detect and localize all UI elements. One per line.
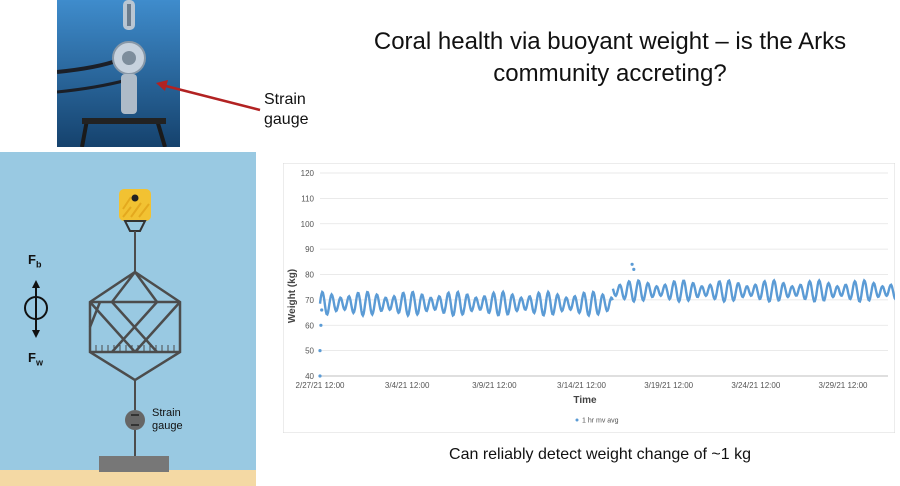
x-axis-ticks: 2/27/21 12:00 3/4/21 12:00 3/9/21 12:00 3/1… <box>296 381 868 390</box>
strain-gauge-diagram-label: Strain gauge <box>152 407 183 432</box>
legend-marker <box>575 418 579 422</box>
y-tick-label: 90 <box>305 245 314 254</box>
callout-arrow <box>156 80 261 112</box>
x-tick-label: 3/29/21 12:00 <box>819 381 868 390</box>
weight-chart: 40 50 60 70 80 90 100 110 120 2/27/21 12:00 3/4/2… <box>283 163 895 433</box>
mooring-diagram <box>0 152 256 486</box>
x-tick-label: 3/9/21 12:00 <box>472 381 517 390</box>
y-tick-label: 40 <box>305 372 314 381</box>
force-arrows-icon <box>24 280 48 338</box>
coral-frame <box>88 270 182 382</box>
y-tick-label: 120 <box>301 169 315 178</box>
y-tick-label: 80 <box>305 271 314 280</box>
anchor-block <box>99 456 169 472</box>
x-tick-label: 3/24/21 12:00 <box>731 381 780 390</box>
y-tick-label: 50 <box>305 347 314 356</box>
x-tick-label: 2/27/21 12:00 <box>296 381 345 390</box>
buoy-icon <box>119 189 151 232</box>
data-point <box>632 267 636 271</box>
data-point <box>319 323 323 327</box>
data-point <box>318 349 322 353</box>
series-1hr-mv-avg <box>318 278 895 319</box>
strain-gauge-icon <box>125 410 145 430</box>
x-tick-label: 3/4/21 12:00 <box>385 381 430 390</box>
series-outlier-points <box>318 262 636 378</box>
series-line-segment <box>318 289 614 319</box>
slide-title: Coral health via buoyant weight – is the… <box>373 28 847 87</box>
data-point <box>318 374 322 378</box>
x-tick-label: 3/14/21 12:00 <box>557 381 606 390</box>
y-tick-label: 70 <box>305 296 314 305</box>
strain-gauge-callout-label: Strain gauge <box>264 91 309 128</box>
force-buoyancy-label: Fb <box>28 252 42 270</box>
caption-text: Can reliably detect weight change of ~1 … <box>449 446 751 463</box>
force-weight-label: Fw <box>28 350 43 368</box>
x-axis-title: Time <box>573 395 597 406</box>
x-tick-label: 3/19/21 12:00 <box>644 381 693 390</box>
y-tick-label: 100 <box>301 220 315 229</box>
y-tick-label: 110 <box>301 194 314 203</box>
underwater-photo <box>57 0 180 147</box>
chart-grid <box>320 172 888 377</box>
seafloor-sand <box>0 470 256 486</box>
legend-label: 1 hr mv avg <box>582 418 619 425</box>
data-point <box>320 308 324 312</box>
data-point <box>630 262 634 266</box>
series-line-segment <box>611 278 895 304</box>
y-axis-title: Weight (kg) <box>287 269 298 323</box>
y-axis-ticks: 40 50 60 70 80 90 100 110 120 <box>301 169 315 381</box>
y-tick-label: 60 <box>305 321 314 330</box>
